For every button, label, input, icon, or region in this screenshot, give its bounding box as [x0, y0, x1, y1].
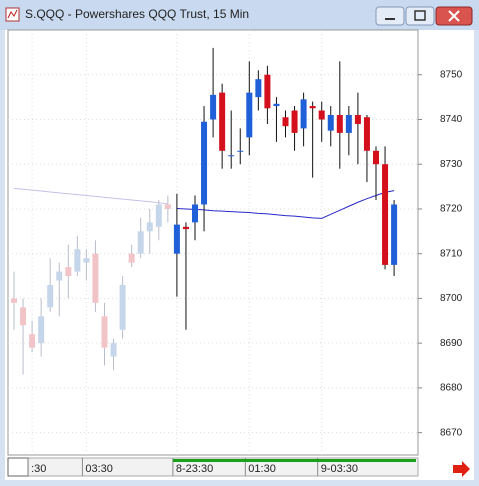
scroll-arrow[interactable] — [453, 461, 470, 477]
x-tick-label: 9-03:30 — [321, 463, 358, 475]
y-tick-label: 8730 — [440, 159, 463, 170]
corner-box — [7, 457, 29, 477]
y-tick-label: 8750 — [440, 69, 463, 80]
y-tick-label: 8740 — [440, 114, 463, 125]
candle-body — [291, 110, 298, 133]
app-icon-glyph — [7, 9, 18, 19]
candle-body — [38, 316, 45, 344]
maximize-button[interactable] — [405, 6, 435, 26]
candle-body — [273, 103, 280, 107]
window-title: S.QQQ - Powershares QQQ Trust, 15 Min — [25, 7, 249, 21]
candle-body — [56, 271, 63, 281]
candle-body — [246, 92, 253, 138]
candle-body — [228, 155, 235, 157]
candle-body — [92, 253, 99, 303]
x-tick-label: 8-23:30 — [176, 463, 213, 475]
candle-body — [83, 258, 90, 263]
candle-body — [192, 204, 198, 223]
candle-body — [182, 226, 189, 230]
candle-body — [382, 164, 389, 265]
candle-body — [210, 94, 217, 120]
candle-body — [309, 106, 316, 109]
close-icon — [448, 10, 460, 22]
y-tick-label: 8690 — [440, 338, 463, 349]
y-tick-label: 8710 — [440, 248, 463, 259]
y-tick-label: 8720 — [440, 204, 463, 215]
candle-body — [164, 204, 171, 209]
x-tick-label: 01:30 — [248, 463, 276, 475]
x-tick-label: 03:30 — [85, 463, 113, 475]
candle-body — [47, 285, 54, 308]
candle-body — [300, 99, 307, 129]
candle-body — [137, 231, 144, 254]
y-tick-label: 8670 — [440, 427, 463, 438]
candle-body — [237, 150, 244, 152]
candle-body — [336, 115, 343, 133]
candle-body — [20, 307, 27, 326]
candle-body — [65, 267, 72, 277]
y-tick-label: 8680 — [440, 383, 463, 394]
candle-body — [119, 285, 126, 330]
candle-body — [282, 117, 289, 127]
candle-body — [128, 253, 135, 263]
candle-body — [264, 74, 271, 109]
candle-body — [146, 222, 153, 232]
candle-body — [318, 110, 325, 120]
candle-body — [345, 115, 352, 133]
candle-body — [363, 117, 370, 151]
x-tick-label: :30 — [31, 463, 46, 475]
candle-body — [74, 249, 81, 272]
minimize-button[interactable] — [375, 6, 405, 26]
candle-body — [327, 115, 334, 131]
candle-body — [110, 343, 117, 357]
candle-body — [354, 115, 361, 124]
candle-body — [391, 204, 398, 265]
candle-body — [29, 334, 36, 348]
maximize-icon — [414, 10, 426, 21]
candle-body — [11, 298, 17, 303]
moving-average — [176, 190, 395, 219]
candle-body — [219, 92, 226, 151]
candle-body — [155, 204, 162, 227]
candle-body — [373, 150, 379, 165]
candle-body — [101, 316, 108, 348]
moving-average — [13, 187, 168, 205]
candle-body — [201, 121, 208, 205]
y-tick-label: 8700 — [440, 293, 463, 304]
candle-body — [255, 79, 262, 98]
candle-body — [173, 224, 180, 254]
